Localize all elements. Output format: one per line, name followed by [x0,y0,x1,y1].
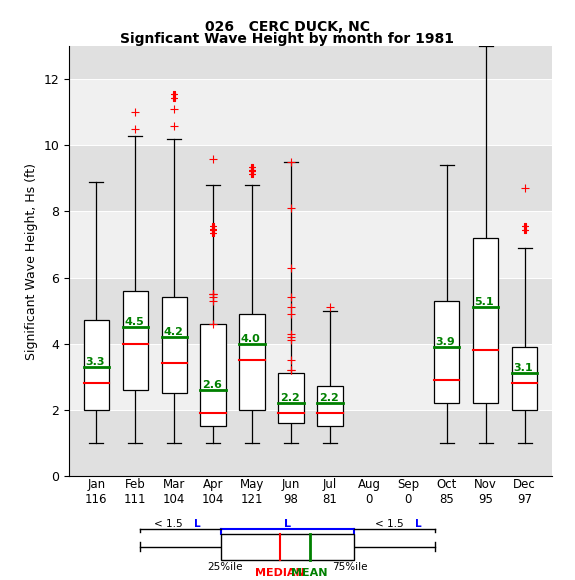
Text: 4.5: 4.5 [124,317,144,327]
Bar [162,298,187,393]
Text: MEAN: MEAN [292,568,328,578]
Text: 4.2: 4.2 [163,327,183,337]
Bar [317,386,343,426]
Text: 3.1: 3.1 [513,363,533,374]
Bar [122,291,148,390]
Bar [201,324,226,426]
Text: < 1.5: < 1.5 [374,519,407,528]
Text: 026   CERC DUCK, NC: 026 CERC DUCK, NC [205,20,370,34]
Text: 2.2: 2.2 [319,393,339,403]
Text: L: L [415,519,421,528]
Bar [239,314,264,409]
Bar [69,79,552,146]
Bar [473,238,499,403]
Bar [69,46,552,79]
Text: 2.2: 2.2 [280,393,300,403]
Text: 3.9: 3.9 [436,337,455,347]
Text: 75%ile: 75%ile [332,562,368,572]
Text: < 1.5: < 1.5 [154,519,186,528]
Bar [434,300,459,403]
Text: 3.3: 3.3 [85,357,105,367]
Bar [83,320,109,409]
Bar [69,409,552,476]
Text: 4.0: 4.0 [241,334,260,343]
Text: 2.6: 2.6 [202,380,222,390]
Text: 25%ile: 25%ile [207,562,243,572]
Bar [278,374,304,423]
Text: 5.1: 5.1 [475,297,494,307]
Text: L: L [194,519,201,528]
Bar [512,347,538,409]
Bar [69,146,552,212]
Text: MEDIAN: MEDIAN [255,568,305,578]
Text: Signficant Wave Height by month for 1981: Signficant Wave Height by month for 1981 [121,32,454,46]
Bar [69,343,552,409]
Bar [69,277,552,343]
Text: L: L [284,519,291,528]
Bar [69,212,552,277]
Y-axis label: Significant Wave Height, Hs (ft): Significant Wave Height, Hs (ft) [25,162,38,360]
Bar [221,534,354,560]
